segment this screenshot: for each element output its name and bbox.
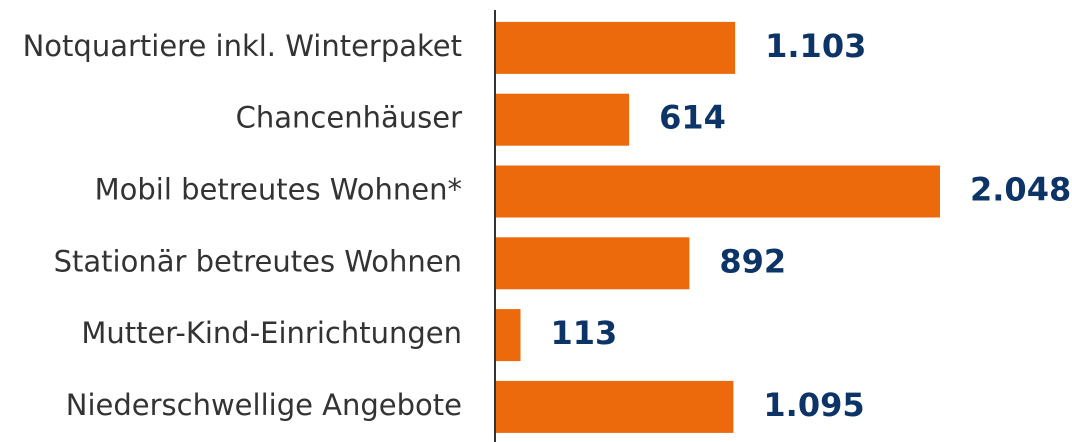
category-label: Chancenhäuser [236,101,462,135]
bar [496,237,690,290]
value-label: 1.095 [763,386,864,424]
value-label: 614 [659,99,726,137]
category-label: Mobil betreutes Wohnen* [95,173,462,207]
category-label: Stationär betreutes Wohnen [54,244,462,278]
bar [496,165,940,218]
bar [496,309,521,362]
value-label: 2.048 [970,171,1071,209]
value-label: 113 [550,314,617,352]
category-label: Notquartiere inkl. Winterpaket [23,29,462,63]
category-label: Niederschwellige Angebote [66,388,462,422]
value-label: 892 [719,242,786,280]
bar [496,93,630,146]
category-label: Mutter-Kind-Einrichtungen [81,316,462,350]
value-label: 1.103 [765,27,866,65]
bar [496,380,734,433]
bar [496,21,736,74]
